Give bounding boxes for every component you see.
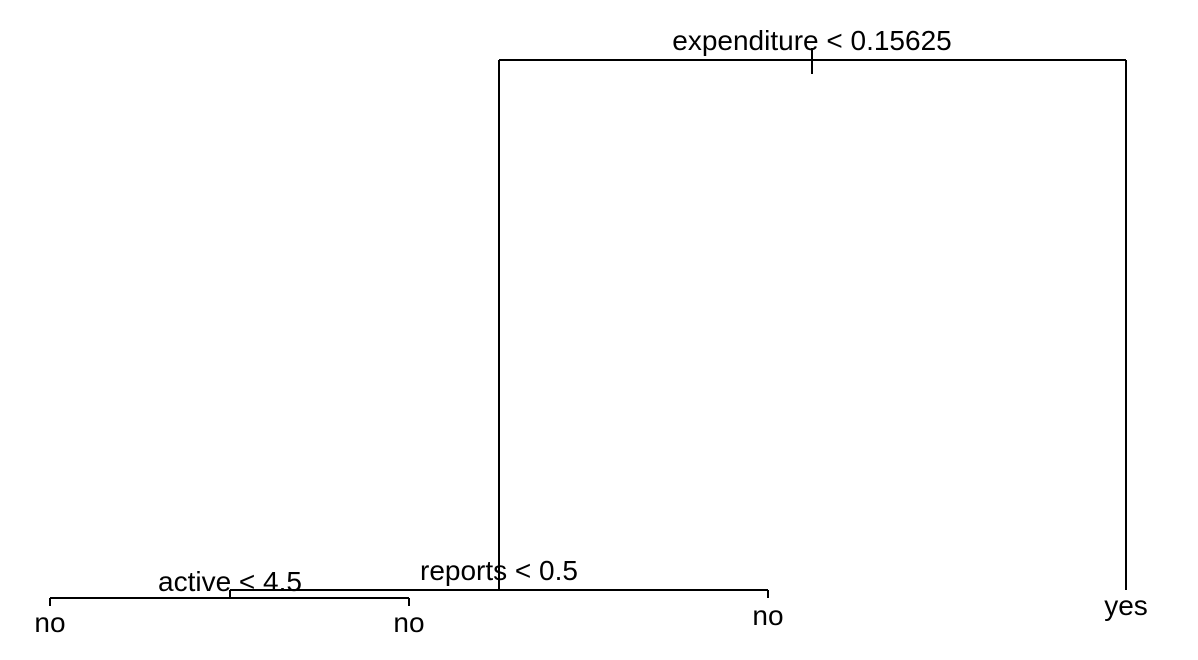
- leaf-reports-right: no: [752, 600, 783, 631]
- leaf-root-right: yes: [1104, 590, 1148, 621]
- leaf-active-left: no: [34, 607, 65, 638]
- split-active: active < 4.5: [49, 566, 410, 606]
- split-reports: reports < 0.5: [229, 555, 769, 598]
- split-label-active: active < 4.5: [158, 566, 302, 597]
- leaf-active-right: no: [393, 607, 424, 638]
- split-expenditure: expenditure < 0.15625: [498, 25, 1127, 590]
- split-label-reports: reports < 0.5: [420, 555, 578, 586]
- split-label-expenditure: expenditure < 0.15625: [672, 25, 951, 56]
